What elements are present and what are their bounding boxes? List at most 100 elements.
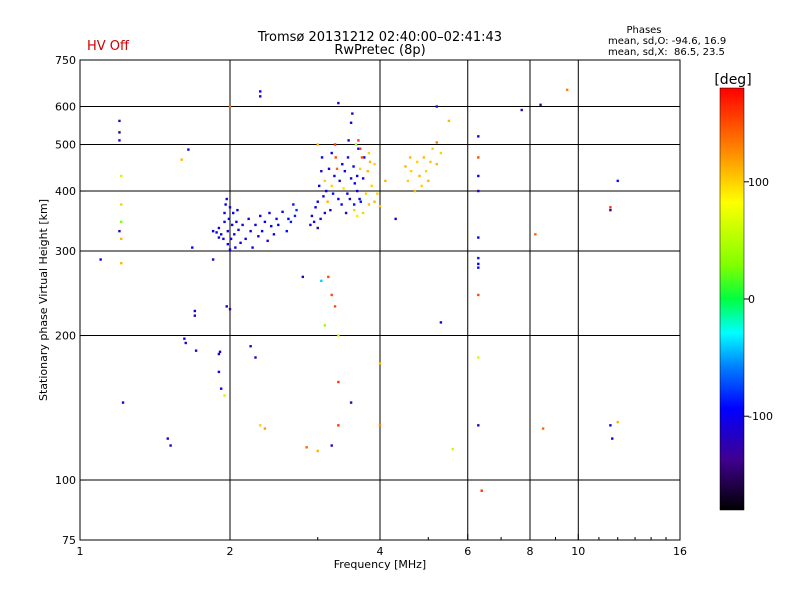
echo-point [361,177,365,180]
echo-point [120,174,123,178]
echo-point [373,200,376,203]
echo-point [169,444,172,447]
echo-point [326,200,329,203]
echo-point [344,211,348,215]
echo-point [316,200,319,203]
phases-x-line: mean, sd,X: 86.5, 23.5 [608,47,725,58]
echo-point [249,229,252,233]
echo-point [337,380,340,384]
echo-point [435,105,438,108]
echo-point [477,356,480,359]
echo-point [263,427,267,430]
echo-point [534,233,537,236]
echo-point [228,248,232,251]
x-tick-label: 2 [227,545,234,558]
echo-point [275,217,278,221]
y-tick-label: 500 [55,139,76,152]
echo-point [331,192,335,195]
echo-point [301,275,305,279]
echo-point [217,352,221,356]
echo-point [357,139,360,142]
x-tick-label: 4 [377,545,384,558]
echo-point [337,197,340,201]
echo-point [360,156,364,159]
echo-point [420,184,423,188]
echo-point [327,167,331,171]
echo-point [429,160,432,164]
echo-point [237,228,240,232]
echo-point [337,334,340,337]
echo-point [373,162,376,166]
echo-point [404,165,407,168]
echo-point [293,214,297,218]
echo-point [541,427,545,430]
echo-point [349,177,353,180]
echo-point [217,370,221,374]
echo-point [370,184,373,188]
chart-title: Tromsø 20131212 02:40:00–02:41:43 [257,30,502,45]
echo-point [187,148,190,151]
y-tick-label: 300 [55,245,76,258]
echo-point [609,424,612,427]
x-tick-label: 8 [527,545,534,558]
echo-point [435,141,438,144]
echo-point [120,220,123,224]
echo-point [333,143,337,146]
echo-point [361,211,365,215]
echo-point [418,174,421,178]
echo-point [327,275,330,279]
echo-point [333,305,337,308]
echo-point [120,203,123,206]
echo-point [439,321,443,324]
echo-point [323,179,327,183]
echo-point [439,151,443,155]
echo-point [340,203,343,206]
echo-point [378,362,382,365]
y-tick-label: 200 [55,330,76,343]
echo-point [435,162,438,166]
echo-point [320,156,324,159]
echo-point [329,208,332,212]
echo-point [316,449,319,453]
echo-point [334,156,337,159]
echo-point [337,101,340,105]
echo-point [323,211,327,215]
echo-point [355,174,359,178]
x-tick-label: 1 [77,545,84,558]
echo-point [120,237,123,241]
echo-point [330,151,333,155]
echo-point [259,424,262,427]
echo-point [268,211,271,215]
echo-point [367,151,371,155]
echo-point [241,223,244,227]
echo-point [260,229,264,233]
echo-point [343,169,347,173]
echo-point [341,162,344,166]
echo-point [409,169,413,173]
echo-point [364,192,368,195]
echo-point [352,208,356,212]
echo-point [352,203,356,206]
echo-point [118,139,121,142]
echo-point [378,424,382,427]
echo-point [424,169,428,173]
echo-point [277,223,280,227]
echo-point [520,108,523,112]
echo-point [118,131,121,134]
echo-point [310,214,314,218]
colorbar-label: [deg] [714,72,751,88]
echo-point [477,174,480,178]
echo-point [121,401,125,404]
echo-point [422,156,426,159]
echo-point [263,220,267,224]
echo-point [330,444,333,447]
colorbar-ticks: 100 0 -100 [744,176,773,423]
echo-point [317,184,321,188]
echo-point [228,105,232,108]
phases-heading: Phases [626,25,661,36]
colorbar-tick-label: 100 [748,176,769,189]
x-tick-label: 6 [464,545,471,558]
echo-point [247,217,250,221]
echo-point [193,309,197,313]
echo-point [565,88,569,92]
